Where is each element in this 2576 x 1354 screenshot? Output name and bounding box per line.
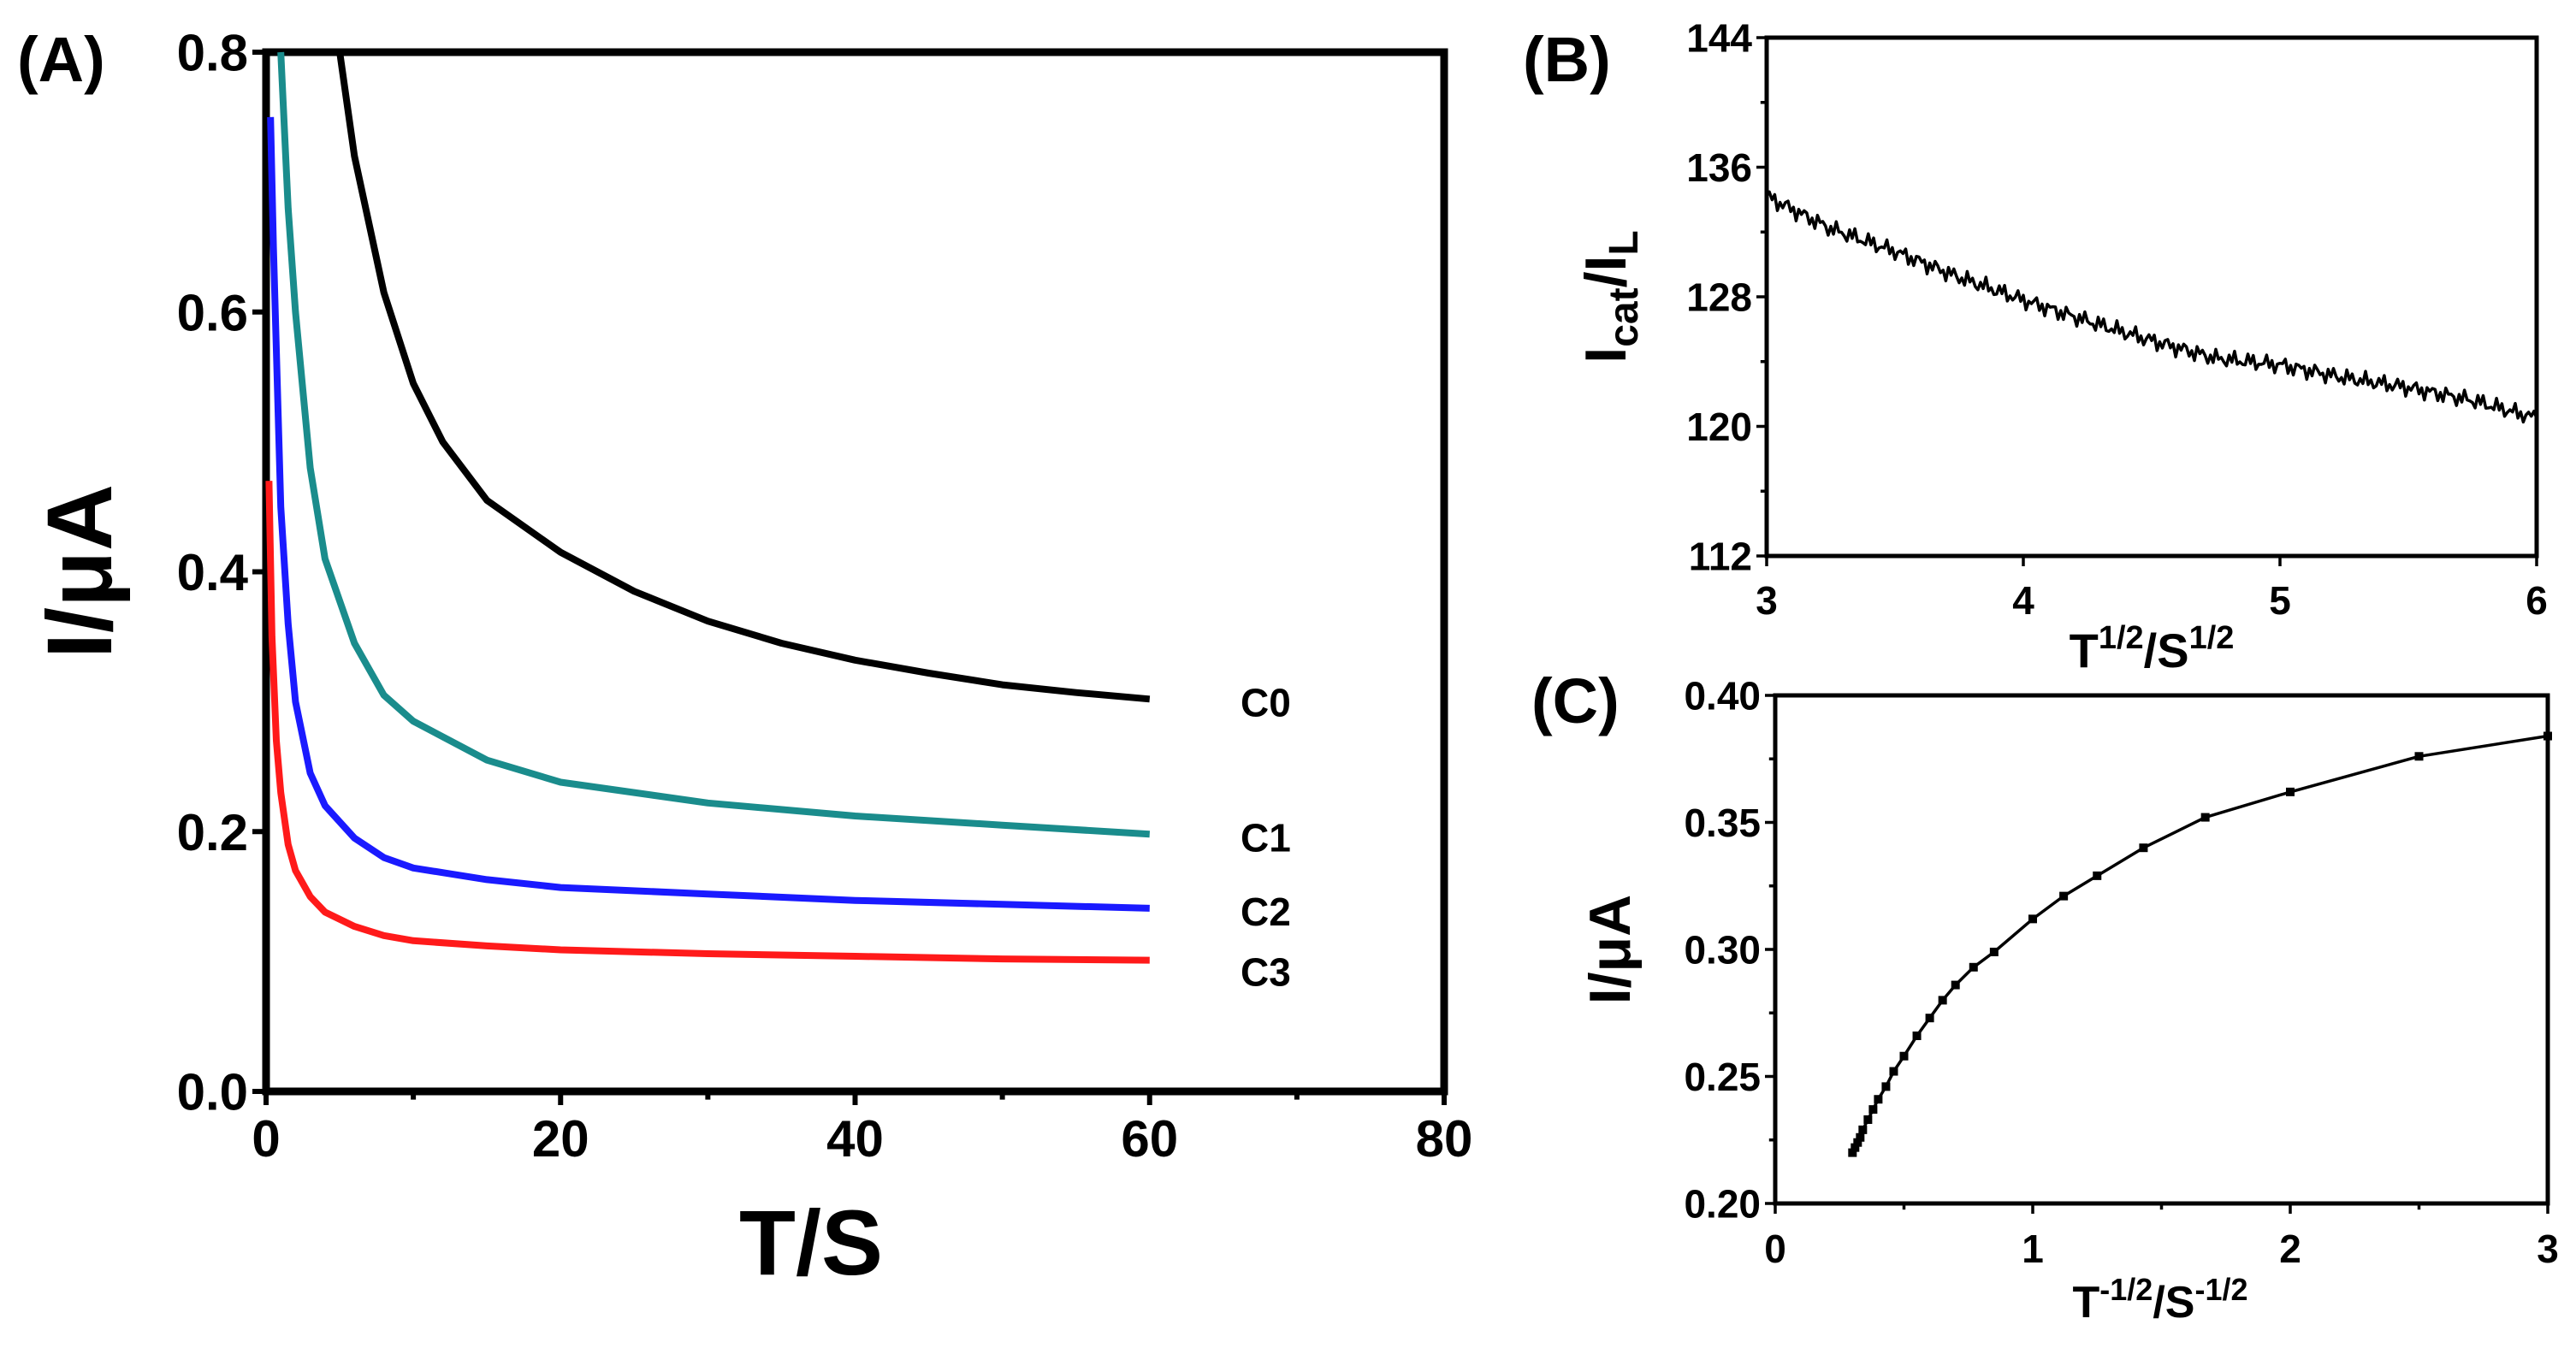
- panel-a-xlabel: T/S: [739, 1191, 883, 1294]
- y-tick-label: 0.6: [177, 284, 248, 341]
- panel-a-ylabel: I/μA: [27, 484, 131, 659]
- x-tick-label: 4: [2012, 578, 2034, 623]
- data-point-marker: [2028, 914, 2037, 924]
- panel-c-xlabel: T-1/2/S-1/2: [2073, 1272, 2248, 1327]
- data-point-marker: [1989, 947, 1999, 956]
- data-point-marker: [2286, 787, 2295, 796]
- y-tick-label: 128: [1686, 275, 1752, 320]
- panel-b-ylabel: Icat/IL: [1573, 230, 1647, 363]
- x-tick-label: 40: [826, 1110, 884, 1168]
- y-tick-label: 0.2: [177, 804, 248, 861]
- data-point-marker: [1925, 1014, 1934, 1023]
- data-point-marker: [1868, 1105, 1878, 1115]
- data-point-marker: [1938, 996, 1947, 1005]
- x-tick-label: 2: [2279, 1227, 2301, 1271]
- panel-b-label: (B): [1523, 24, 1611, 95]
- y-tick-label: 0.30: [1684, 928, 1761, 973]
- panel-a-label: (A): [17, 24, 105, 95]
- series-line-c3: [265, 481, 1150, 964]
- y-tick-label: 120: [1686, 405, 1752, 449]
- y-tick-label: 136: [1686, 145, 1752, 190]
- data-point-marker: [2139, 843, 2148, 853]
- y-tick-label: 0.40: [1684, 674, 1761, 718]
- data-point-marker: [1874, 1095, 1883, 1104]
- y-tick-label: 0.20: [1684, 1182, 1761, 1227]
- y-tick-label: 0.8: [177, 25, 248, 82]
- y-tick-label: 0.4: [177, 544, 249, 601]
- series-label-c0: C0: [1241, 680, 1291, 724]
- data-point-marker: [1856, 1132, 1865, 1142]
- series-line-i: [1851, 734, 2549, 1154]
- x-tick-label: 3: [2537, 1227, 2559, 1271]
- series-line-c2: [267, 116, 1150, 912]
- series-line-icat-il: [1765, 190, 2538, 424]
- data-point-marker: [1889, 1067, 1898, 1076]
- data-point-marker: [1899, 1051, 1909, 1061]
- data-point-marker: [2414, 752, 2424, 761]
- series-line-c1: [277, 51, 1151, 838]
- data-point-marker: [1969, 962, 1978, 972]
- data-point-marker: [2200, 813, 2210, 822]
- panel-c-label: (C): [1531, 665, 1620, 736]
- data-point-marker: [1853, 1138, 1862, 1147]
- panel-b-xlabel: T1/2/S1/2: [2070, 620, 2235, 677]
- panel-a-frame: [262, 48, 1448, 1096]
- data-point-marker: [2093, 871, 2102, 880]
- x-tick-label: 60: [1121, 1110, 1178, 1168]
- x-tick-label: 80: [1416, 1110, 1473, 1168]
- data-point-marker: [1848, 1148, 1857, 1157]
- x-tick-label: 0: [1764, 1227, 1786, 1271]
- data-point-marker: [1912, 1031, 1922, 1040]
- series-label-c2: C2: [1241, 890, 1291, 934]
- data-point-marker: [1863, 1115, 1873, 1124]
- x-tick-label: 6: [2526, 578, 2548, 623]
- data-point-marker: [1881, 1082, 1891, 1091]
- panel-c-frame: [1773, 693, 2550, 1206]
- y-tick-label: 0.35: [1684, 801, 1761, 845]
- data-point-marker: [2059, 891, 2069, 901]
- panel-c-ylabel: I/μA: [1578, 895, 1643, 1005]
- series-line-c0: [336, 51, 1151, 703]
- y-tick-label: 0.25: [1684, 1055, 1761, 1099]
- y-tick-label: 0.0: [177, 1064, 248, 1121]
- data-point-marker: [1851, 1143, 1860, 1152]
- x-tick-label: 3: [1756, 578, 1778, 623]
- data-point-marker: [2543, 731, 2552, 741]
- series-label-c1: C1: [1241, 815, 1291, 860]
- data-point-marker: [1951, 980, 1960, 990]
- x-tick-label: 1: [2022, 1227, 2044, 1271]
- x-tick-label: 20: [532, 1110, 589, 1168]
- panel-b-frame: [1764, 35, 2539, 559]
- x-tick-label: 5: [2269, 578, 2291, 623]
- y-tick-label: 144: [1686, 16, 1752, 61]
- y-tick-label: 112: [1689, 535, 1752, 579]
- series-label-c3: C3: [1241, 950, 1291, 995]
- x-tick-label: 0: [252, 1110, 280, 1168]
- data-point-marker: [1858, 1125, 1868, 1134]
